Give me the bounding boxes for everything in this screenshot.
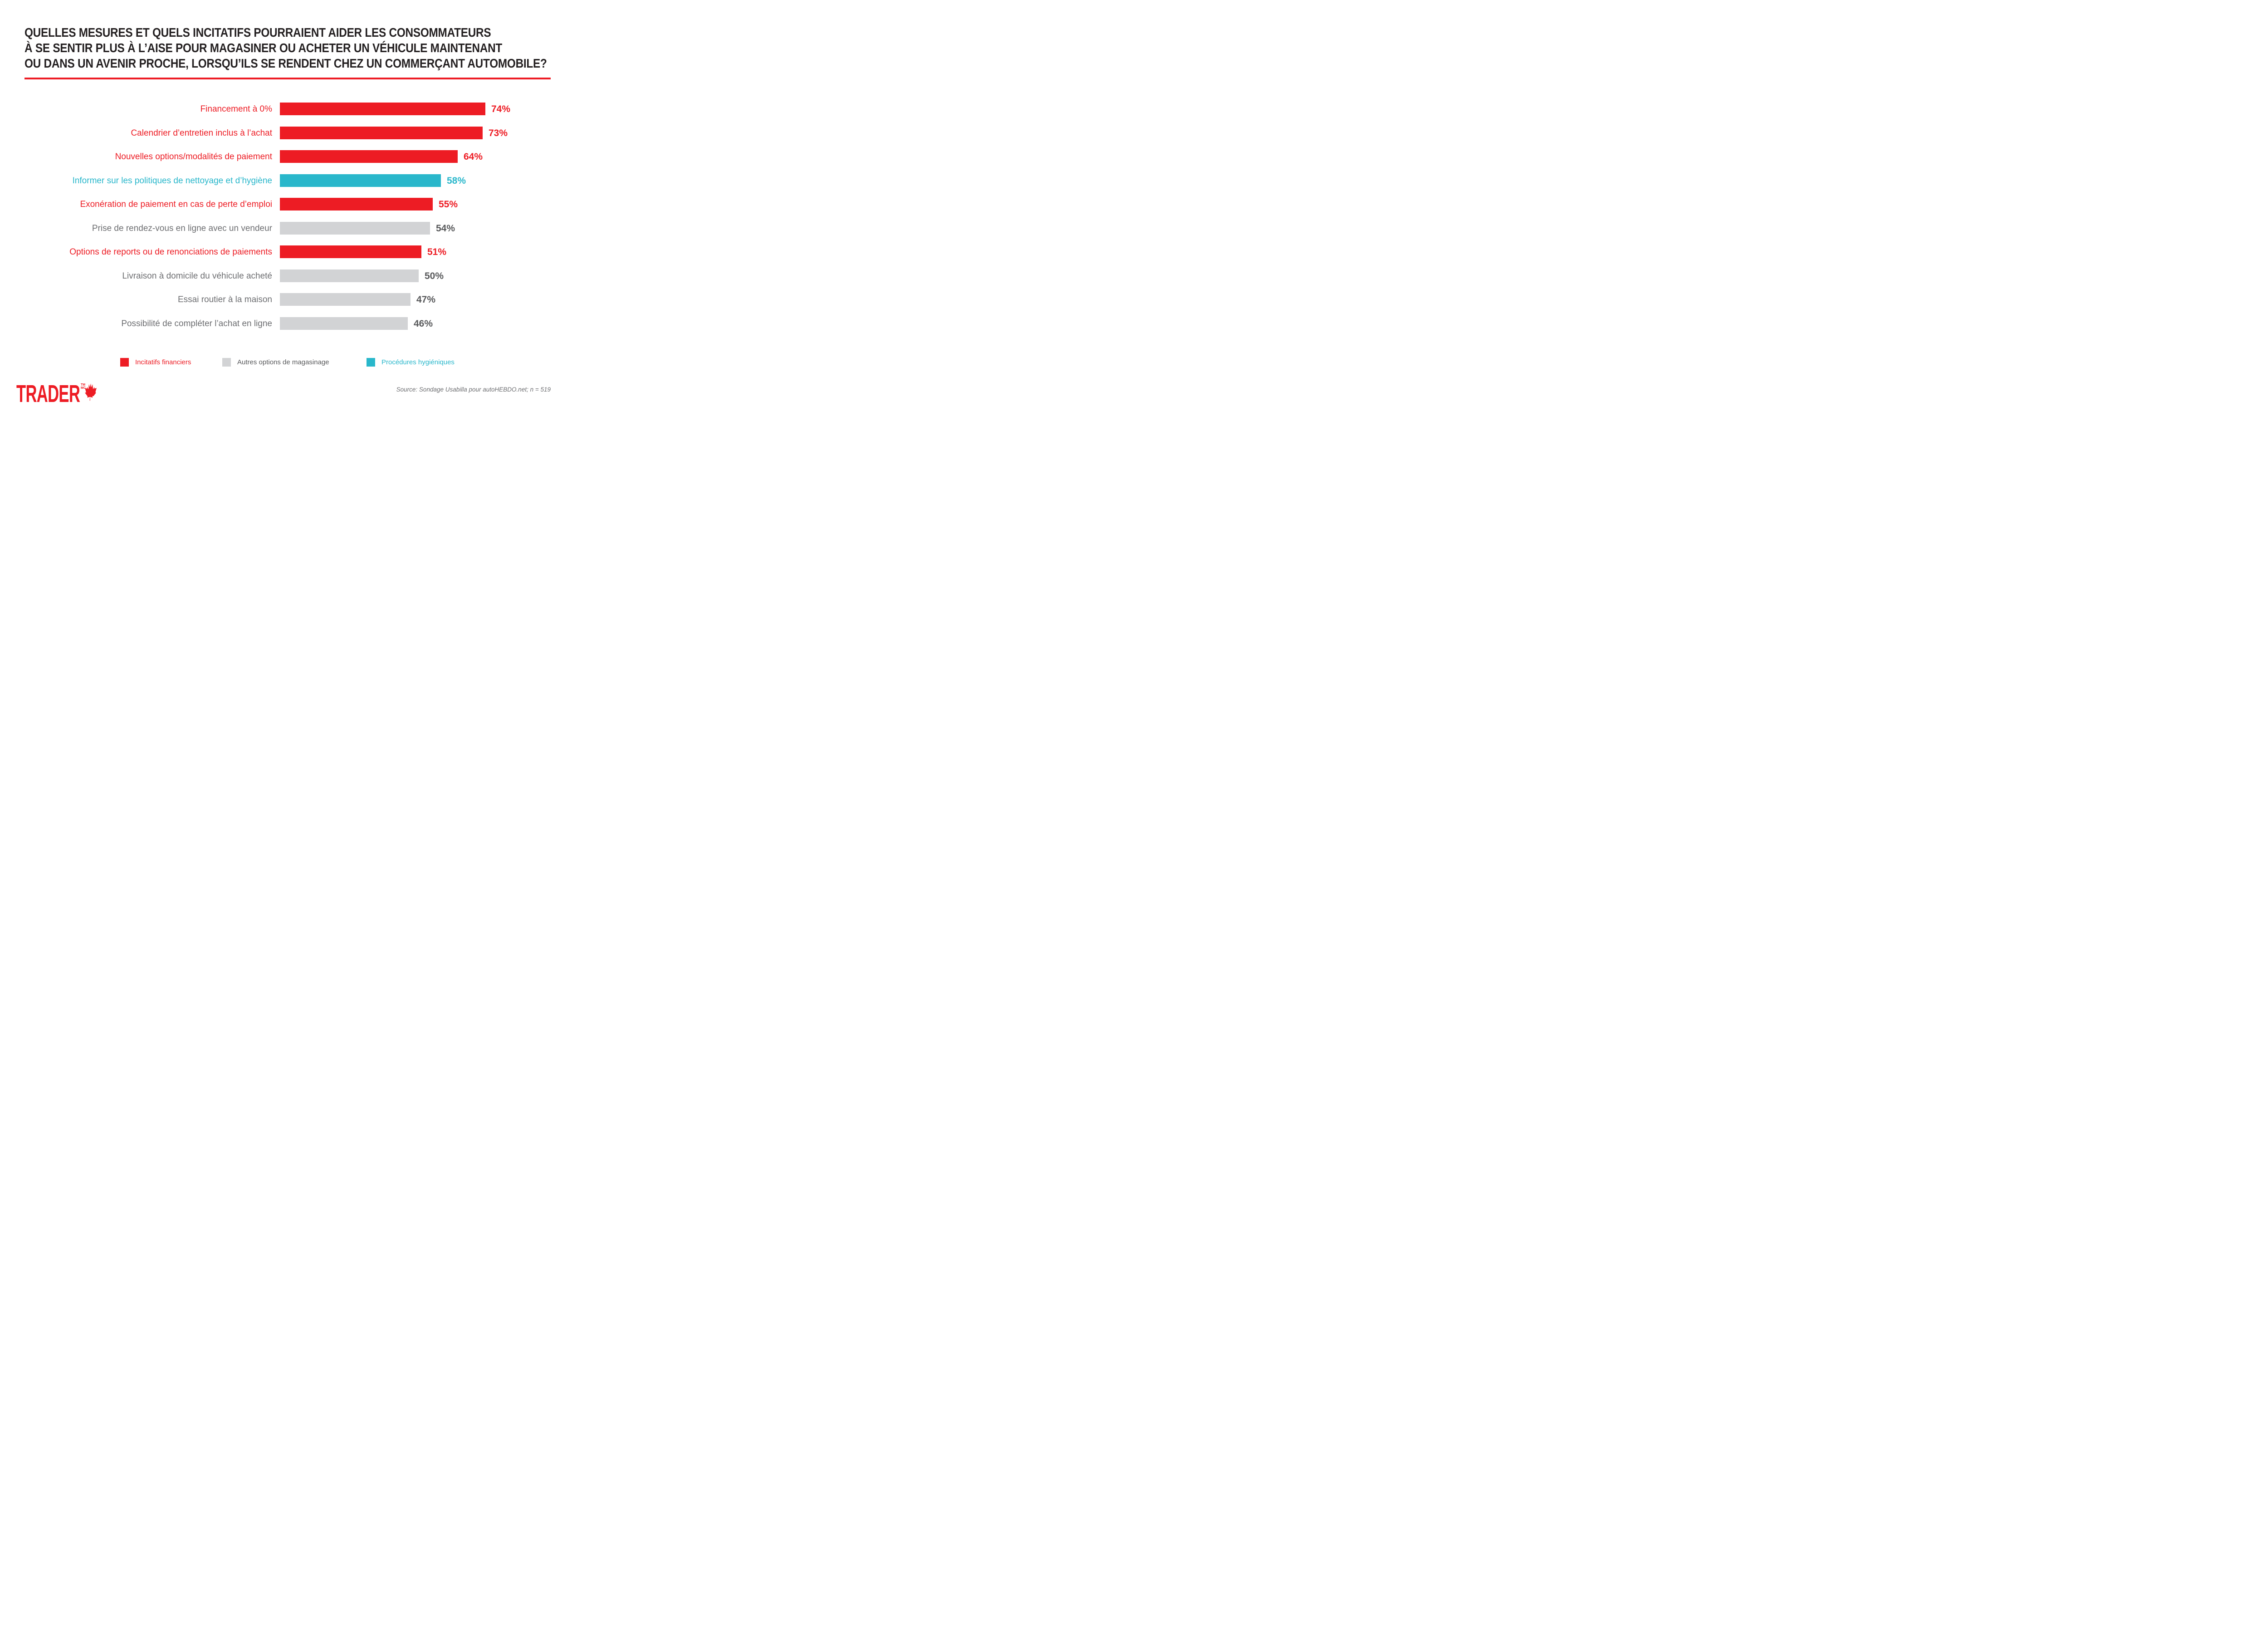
title-line-2: À SE SENTIR PLUS À L’AISE POUR MAGASINER… [24,41,503,55]
bar-row: Calendrier d’entretien inclus à l’achat 7… [0,126,567,139]
legend-swatch [367,358,375,367]
bar-row-label: Essai routier à la maison [177,295,272,304]
bar-row-label: Calendrier d’entretien inclus à l’achat [131,128,272,138]
bar-value: 54% [436,223,455,234]
bar-row: Nouvelles options/modalités de paiement 6… [0,150,567,163]
trademark-superscript: TM MC [81,383,86,390]
legend-swatch [222,358,231,367]
bar [280,126,483,139]
bar-row-label: Nouvelles options/modalités de paiement [115,152,272,162]
bar-value: 73% [489,127,508,138]
bar [280,221,430,235]
trader-logo: TRADER TM MC [16,382,116,406]
bar-row-label: Livraison à domicile du véhicule acheté [122,271,272,281]
trader-logo-text: TRADER [16,380,80,406]
bar-value: 50% [425,270,444,281]
legend-label: Incitatifs financiers [135,358,191,366]
bar [280,198,433,211]
bar-row: Informer sur les politiques de nettoyage… [0,174,567,187]
bar-row: Possibilité de compléter l’achat en lign… [0,317,567,330]
bar [280,293,411,306]
legend-label: Procédures hygiéniques [381,358,455,366]
bar-row-label: Informer sur les politiques de nettoyage… [72,176,272,186]
bar [280,174,441,187]
bar-value: 58% [447,175,466,186]
bar-row-label: Financement à 0% [200,104,272,114]
bar-value: 55% [439,199,458,210]
infographic-page: QUELLES MESURES ET QUELS INCITATIFS POUR… [0,0,567,406]
bar-value: 46% [414,318,433,329]
legend-swatch [120,358,129,367]
bar-row: Prise de rendez-vous en ligne avec un ve… [0,221,567,235]
title-underline [24,78,551,79]
bar-row: Options de reports ou de renonciations d… [0,245,567,258]
bar-value: 64% [464,152,483,162]
bar [280,317,408,330]
bar-row-label: Exonération de paiement en cas de perte … [80,200,272,209]
bar [280,150,458,163]
bar-row-label: Possibilité de compléter l’achat en lign… [121,318,272,328]
title-line-1: QUELLES MESURES ET QUELS INCITATIFS POUR… [24,25,491,39]
bar-row: Essai routier à la maison 47% [0,293,567,306]
bar-value: 74% [491,104,511,114]
title-line-3: OU DANS UN AVENIR PROCHE, LORSQU’ILS SE … [24,56,547,70]
bar [280,103,485,115]
bar-row: Livraison à domicile du véhicule acheté 5… [0,269,567,282]
bar-row-label: Options de reports ou de renonciations d… [69,247,272,257]
source-note: Source: Sondage Usabilla pour autoHEBDO.… [396,386,551,393]
legend-label: Autres options de magasinage [237,358,329,366]
bar-row-label: Prise de rendez-vous en ligne avec un ve… [92,223,272,233]
mc-mark: MC [81,387,86,390]
bar-row: Exonération de paiement en cas de perte … [0,198,567,211]
legend: Incitatifs financiers Autres options de m… [0,358,567,367]
maple-leaf-icon [85,383,97,401]
bar-chart: Financement à 0% 74% Calendrier d’entretie… [0,103,567,330]
page-title: QUELLES MESURES ET QUELS INCITATIFS POUR… [24,25,567,71]
bar-row: Financement à 0% 74% [0,103,567,115]
bar [280,245,421,258]
bar-value: 47% [416,294,436,305]
bar-value: 51% [427,247,447,257]
tm-mark: TM [81,383,86,387]
bar [280,269,419,282]
